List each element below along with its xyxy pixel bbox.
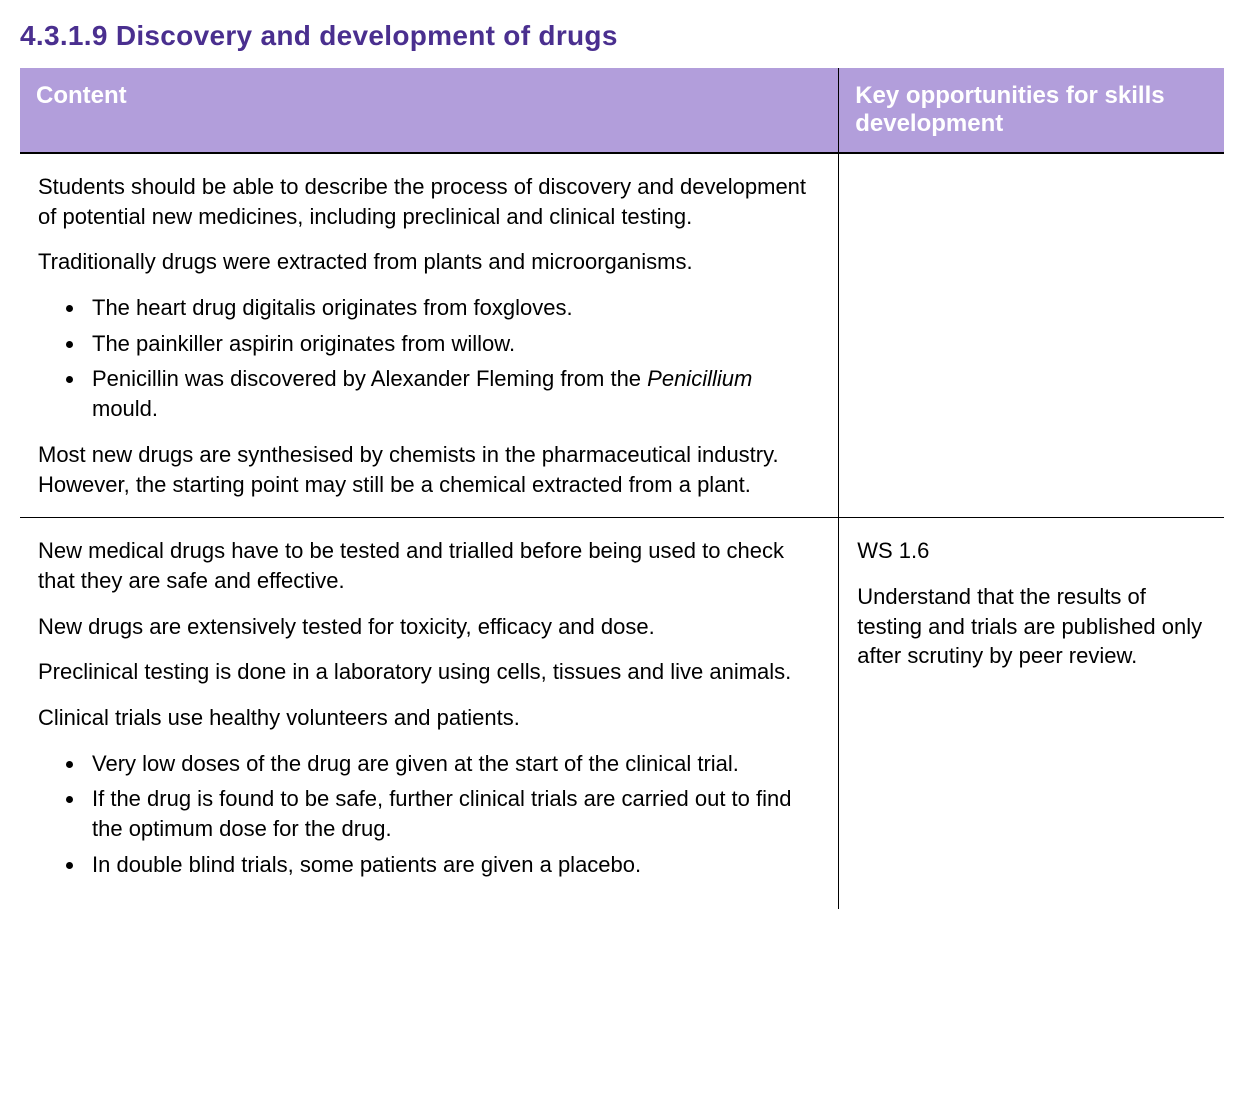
list-item: In double blind trials, some patients ar… <box>86 850 820 880</box>
content-paragraph: New drugs are extensively tested for tox… <box>38 612 820 642</box>
list-item: The painkiller aspirin originates from w… <box>86 329 820 359</box>
content-paragraph: Clinical trials use healthy volunteers a… <box>38 703 820 733</box>
table-header-row: Content Key opportunities for skills dev… <box>20 68 1224 153</box>
content-header: Content <box>20 68 839 153</box>
skills-paragraph: WS 1.6 <box>857 536 1206 566</box>
skills-cell: WS 1.6 Understand that the results of te… <box>839 518 1224 910</box>
table-row: Students should be able to describe the … <box>20 153 1224 518</box>
skills-paragraph: Understand that the results of testing a… <box>857 582 1206 671</box>
section-number: 4.3.1.9 <box>20 20 108 51</box>
content-bullet-list: Very low doses of the drug are given at … <box>38 749 820 880</box>
content-cell: New medical drugs have to be tested and … <box>20 518 839 910</box>
table-row: New medical drugs have to be tested and … <box>20 518 1224 910</box>
list-item: Penicillin was discovered by Alexander F… <box>86 364 820 423</box>
section-title: Discovery and development of drugs <box>116 20 618 51</box>
content-paragraph: Traditionally drugs were extracted from … <box>38 247 820 277</box>
section-heading: 4.3.1.9 Discovery and development of dru… <box>20 20 1224 52</box>
specification-table: Content Key opportunities for skills dev… <box>20 68 1224 909</box>
content-paragraph: Preclinical testing is done in a laborat… <box>38 657 820 687</box>
skills-cell <box>839 153 1224 518</box>
content-paragraph: Most new drugs are synthesised by chemis… <box>38 440 820 499</box>
list-item: If the drug is found to be safe, further… <box>86 784 820 843</box>
list-item: The heart drug digitalis originates from… <box>86 293 820 323</box>
content-cell: Students should be able to describe the … <box>20 153 839 518</box>
content-paragraph: New medical drugs have to be tested and … <box>38 536 820 595</box>
content-paragraph: Students should be able to describe the … <box>38 172 820 231</box>
skills-header: Key opportunities for skills development <box>839 68 1224 153</box>
content-bullet-list: The heart drug digitalis originates from… <box>38 293 820 424</box>
list-item: Very low doses of the drug are given at … <box>86 749 820 779</box>
